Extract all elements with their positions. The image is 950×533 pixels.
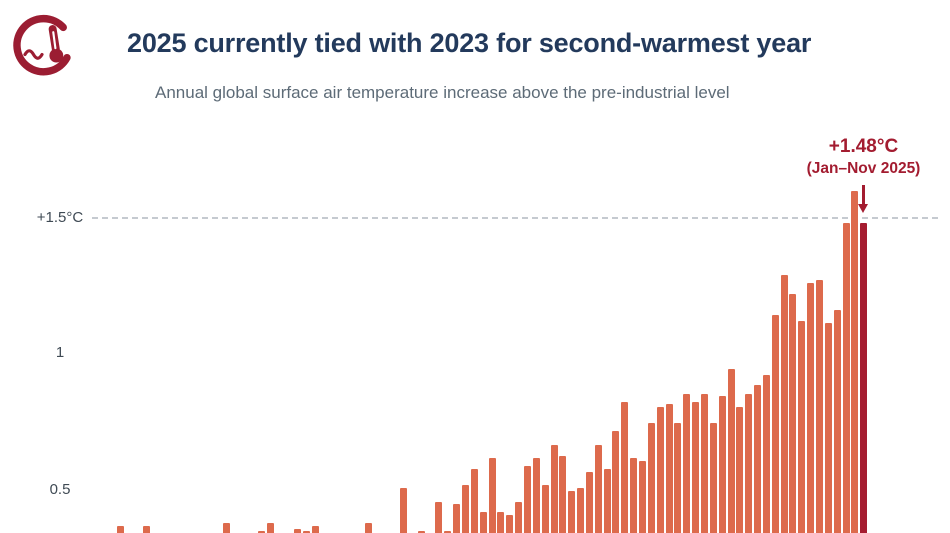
bar-2000 [639, 461, 646, 533]
bar-2005 [683, 393, 691, 533]
bar-1961 [293, 528, 301, 533]
bar-2007 [700, 393, 708, 533]
threshold-line-1-5c [92, 217, 938, 219]
y-tick-0-5: 0.5 [49, 481, 71, 498]
bar-1995 [594, 444, 602, 533]
bar-1944 [143, 525, 151, 533]
bar-1963 [311, 525, 319, 533]
bar-1993 [577, 488, 585, 533]
bar-1987 [523, 466, 531, 533]
bar-2015 [771, 315, 779, 533]
climate-pulse-logo-icon [8, 12, 76, 80]
bar-2025 [860, 223, 868, 533]
bar-2016 [780, 274, 788, 533]
bar-1985 [506, 515, 514, 533]
bar-1989 [541, 485, 549, 533]
bar-2024 [851, 191, 859, 533]
y-tick-threshold: +1.5°C [36, 209, 84, 226]
thermometer-icon [48, 25, 64, 63]
bar-1986 [515, 501, 523, 533]
bar-1975 [417, 531, 425, 533]
bar-2021 [824, 323, 832, 533]
bar-2004 [674, 423, 682, 533]
bar-1981 [470, 469, 478, 533]
bar-1969 [364, 523, 372, 533]
page-title: 2025 currently tied with 2023 for second… [127, 28, 812, 58]
bar-2008 [709, 423, 717, 533]
bar-2002 [656, 407, 664, 533]
bar-2019 [807, 282, 815, 533]
bar-1979 [453, 504, 461, 533]
bar-1941 [116, 525, 124, 533]
bar-2006 [692, 401, 700, 533]
bar-2009 [718, 396, 726, 533]
bar-1988 [532, 458, 540, 533]
bar-1996 [603, 469, 611, 533]
bar-2010 [727, 369, 735, 533]
bar-1990 [550, 444, 558, 533]
page-subtitle: Annual global surface air temperature in… [155, 83, 730, 102]
highlight-annotation: +1.48°C (Jan–Nov 2025) [766, 136, 950, 179]
bar-1984 [497, 512, 505, 533]
bar-1983 [488, 458, 496, 533]
bar-1977 [435, 501, 443, 533]
bar-1980 [462, 485, 469, 533]
bar-2017 [789, 293, 797, 533]
bar-2020 [816, 280, 823, 533]
bar-1982 [479, 512, 487, 533]
bar-2018 [798, 320, 806, 533]
bar-1997 [612, 431, 620, 533]
bar-1978 [444, 531, 452, 533]
bar-1962 [302, 531, 310, 533]
bar-1991 [559, 455, 567, 533]
bar-1999 [630, 458, 638, 533]
bar-2011 [736, 407, 744, 533]
annotation-value: +1.48°C [828, 136, 899, 157]
bar-2001 [647, 423, 655, 533]
bar-1953 [223, 523, 231, 533]
bar-1958 [267, 523, 275, 533]
bar-2013 [754, 385, 762, 533]
bar-1998 [621, 401, 629, 533]
y-tick-1: 1 [55, 344, 65, 361]
bar-1973 [400, 488, 408, 533]
bar-2003 [665, 404, 673, 533]
bar-1994 [585, 471, 593, 533]
bar-1957 [258, 531, 266, 533]
bar-2022 [833, 309, 841, 533]
bar-2014 [762, 374, 770, 533]
bar-1992 [568, 490, 576, 533]
bar-2012 [745, 393, 753, 533]
bar-2023 [842, 223, 850, 533]
annotation-period: (Jan–Nov 2025) [806, 160, 921, 177]
